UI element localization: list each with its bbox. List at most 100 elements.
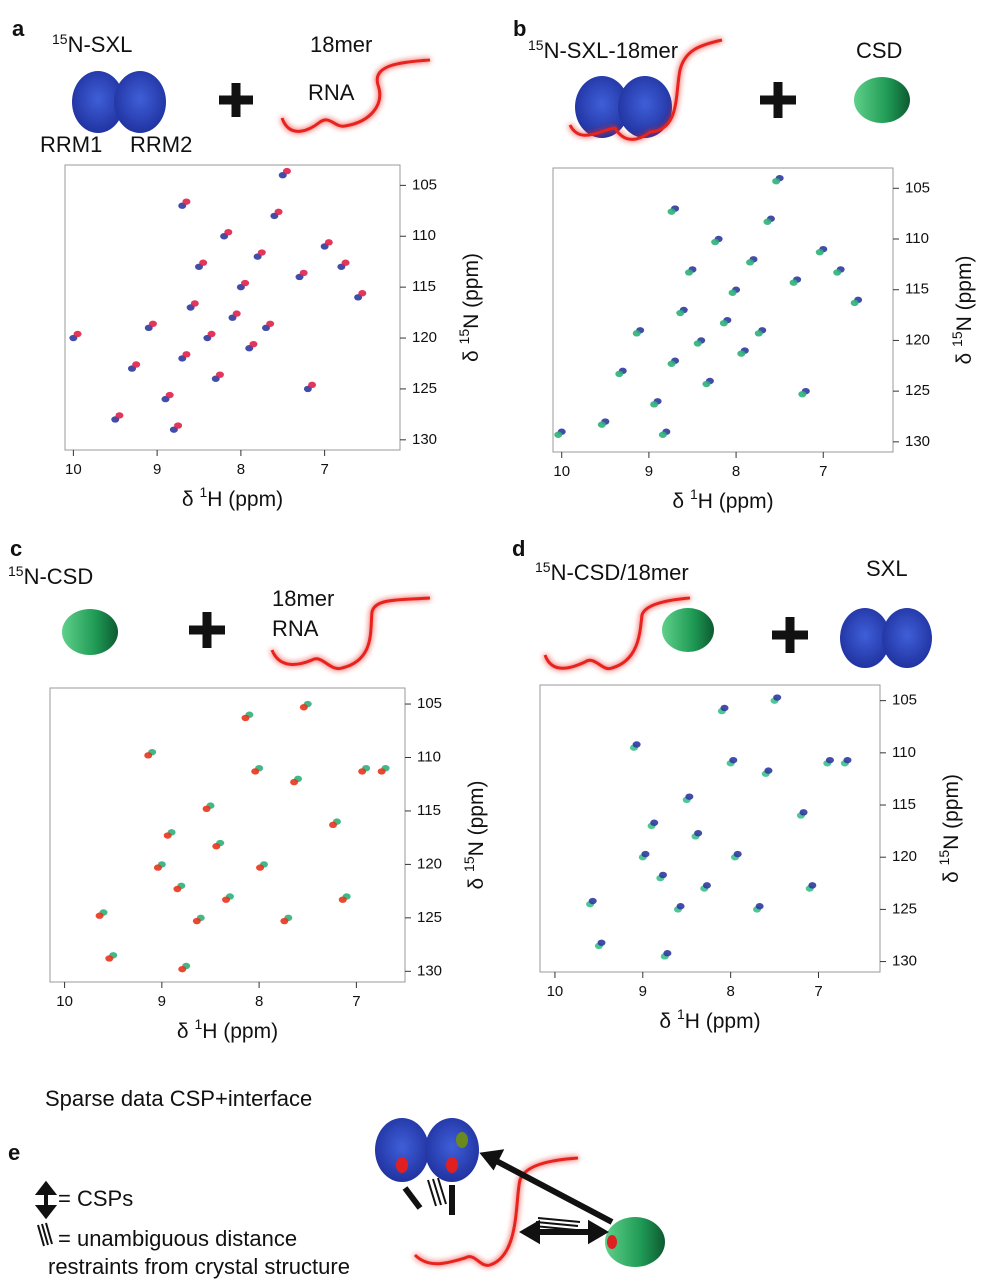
- rna-label: RNA: [272, 616, 319, 641]
- peak: [764, 767, 773, 774]
- y-tick-label: 120: [905, 331, 930, 348]
- peak: [266, 320, 275, 327]
- label-sup: 15: [949, 331, 965, 347]
- label-part: δ: [465, 872, 488, 890]
- peak: [192, 917, 201, 925]
- x-axis-label: δ 1H (ppm): [177, 1016, 278, 1043]
- peak: [685, 269, 693, 276]
- peak: [163, 832, 172, 839]
- panel-letter: b: [513, 16, 526, 41]
- construct: 15N-SXL-18mer: [528, 37, 678, 63]
- label-part: N (ppm): [460, 253, 483, 329]
- name: N-CSD: [24, 564, 94, 589]
- peak: [808, 882, 817, 889]
- peak: [329, 821, 338, 829]
- y-tick-label: 120: [417, 855, 442, 872]
- peak: [663, 950, 672, 957]
- y-tick-label: 130: [412, 431, 437, 448]
- peak: [850, 299, 859, 307]
- plus: [772, 617, 808, 653]
- x-axis-label: δ 1H (ppm): [672, 486, 773, 513]
- peak: [702, 380, 711, 388]
- peak: [667, 360, 676, 367]
- restraint-lines: [427, 1177, 447, 1207]
- label-part: δ: [940, 865, 963, 883]
- plot-frame: [64, 164, 401, 451]
- arrow: [519, 1219, 609, 1245]
- y-axis-label: δ 15N (ppm): [936, 774, 963, 883]
- peak: [256, 864, 265, 871]
- y-tick-label: 130: [417, 962, 442, 979]
- peak: [799, 809, 808, 816]
- peak: [728, 289, 737, 296]
- peak: [299, 269, 308, 277]
- blob: [575, 76, 629, 138]
- x-tick-label: 9: [153, 461, 161, 478]
- peak: [676, 903, 685, 910]
- peak: [733, 850, 742, 858]
- y-tick-label: 125: [892, 900, 917, 917]
- sup: 15: [52, 31, 68, 47]
- domain-label: RRM1: [40, 132, 102, 157]
- dot: [607, 1235, 617, 1249]
- peak: [165, 391, 174, 399]
- peak: [324, 239, 333, 246]
- plus: [189, 612, 225, 648]
- peak: [282, 167, 291, 175]
- x-tick-label: 8: [255, 993, 263, 1010]
- peak: [257, 249, 266, 256]
- peak: [693, 340, 702, 347]
- x-tick-label: 10: [56, 993, 73, 1010]
- x-tick-label: 9: [158, 993, 166, 1010]
- rna-label: 18mer: [310, 32, 372, 57]
- x-tick-label: 7: [320, 461, 328, 478]
- peak: [299, 704, 308, 711]
- x-axis-label: δ 1H (ppm): [182, 484, 283, 511]
- peak: [132, 361, 141, 368]
- peak: [241, 279, 250, 287]
- legend-lines: [37, 1222, 53, 1247]
- peak: [358, 768, 367, 775]
- label-part: H (ppm): [698, 490, 774, 513]
- label-part: N (ppm): [465, 781, 488, 857]
- construct: 15N-CSD: [8, 563, 93, 589]
- legend-dist: restraints from crystal structure: [48, 1254, 350, 1279]
- name: N-SXL: [68, 32, 133, 57]
- peak: [358, 290, 367, 297]
- rna-label: RNA: [308, 80, 355, 105]
- peak: [772, 177, 781, 185]
- legend-dist: = unambiguous distance: [58, 1226, 297, 1251]
- panel-letter: d: [512, 536, 525, 561]
- peak: [798, 390, 807, 398]
- peak: [746, 259, 755, 266]
- y-tick-label: 125: [905, 382, 930, 399]
- peak: [789, 279, 798, 286]
- dot: [456, 1132, 468, 1148]
- x-tick-label: 8: [237, 461, 245, 478]
- peak: [274, 208, 283, 216]
- peak: [754, 330, 763, 337]
- y-tick-label: 130: [905, 433, 930, 450]
- peak: [241, 714, 250, 722]
- label-sup: 1: [677, 1006, 685, 1022]
- peak: [207, 330, 216, 338]
- peak: [249, 340, 258, 348]
- dot: [396, 1157, 408, 1173]
- csd-blob: [62, 609, 118, 655]
- sup: 15: [8, 563, 24, 579]
- x-tick-label: 7: [819, 463, 827, 480]
- peak: [182, 198, 191, 205]
- y-tick-label: 110: [417, 748, 441, 765]
- plot-frame: [552, 167, 894, 453]
- peak: [632, 741, 641, 748]
- peak: [729, 756, 738, 764]
- plus: [760, 82, 796, 118]
- y-tick-label: 105: [412, 176, 437, 193]
- peak: [95, 912, 104, 919]
- y-tick-label: 105: [417, 695, 442, 712]
- peak: [825, 756, 834, 764]
- label-sup: 1: [199, 484, 207, 500]
- y-tick-label: 115: [417, 802, 441, 819]
- peak: [632, 330, 641, 337]
